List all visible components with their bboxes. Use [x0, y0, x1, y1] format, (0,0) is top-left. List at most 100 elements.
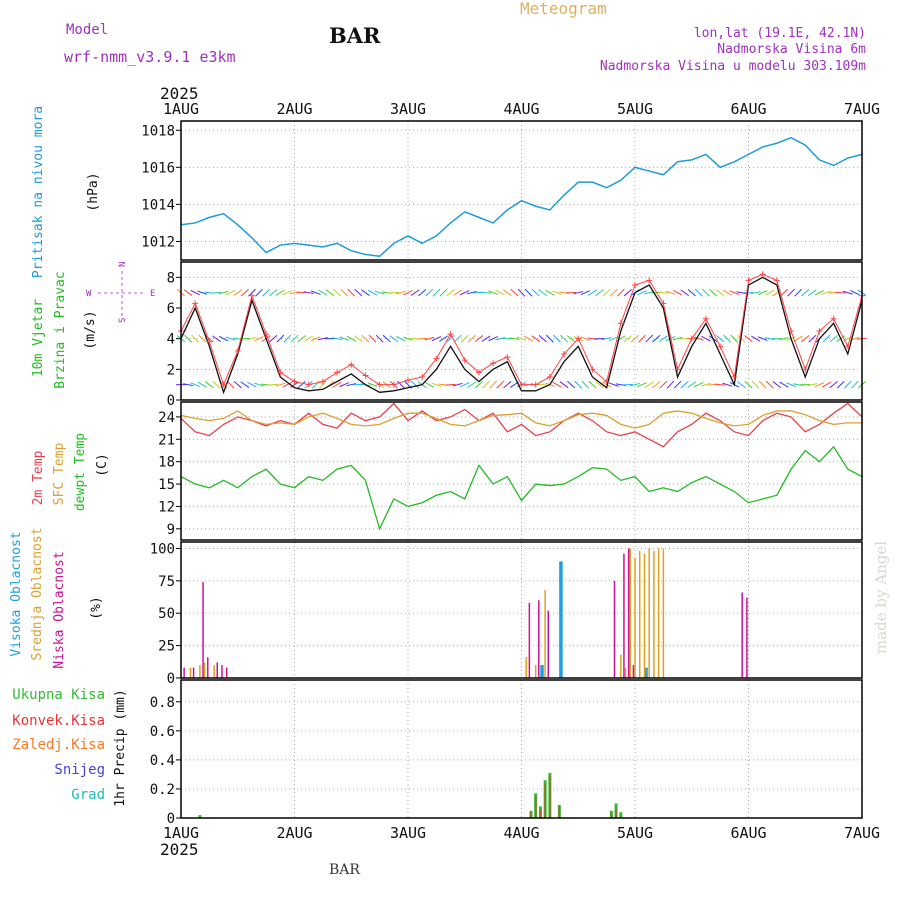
wind-arrow [546, 335, 553, 342]
precip-label-total: Ukupna Kisa [12, 687, 105, 703]
wind-arrow [581, 337, 590, 340]
wind-arrow [830, 335, 837, 342]
model-altitude-label: Nadmorska Visina u modelu 303.109m [600, 59, 866, 74]
y-tick-label: 21 [158, 432, 175, 448]
wind-arrow [511, 289, 518, 296]
wind-arrow [355, 289, 362, 296]
wind-arrow [589, 381, 596, 388]
top-date-tick-label: 6AUG [730, 100, 766, 118]
wind-arrow [730, 291, 739, 295]
temp-line-1 [181, 411, 862, 428]
top-date-tick-label: 7AUG [844, 100, 880, 118]
pressure-label: Pritisak na nivou mora [31, 106, 46, 278]
wind-arrow [488, 291, 497, 294]
y-tick-label: 0.8 [150, 695, 175, 711]
wind-arrow [788, 289, 795, 296]
y-tick-label: 0 [167, 811, 175, 827]
wind-arrow [417, 338, 427, 339]
temp-line-2 [181, 447, 862, 529]
y-tick-label: 25 [158, 639, 175, 655]
wind-arrow [517, 337, 526, 340]
credit-label: made by Angel [872, 541, 890, 654]
wind-arrow [567, 381, 574, 388]
y-tick-label: 18 [158, 455, 175, 471]
wind-arrow [447, 289, 455, 295]
cloud-label-mid: Srednja Oblacnost [30, 527, 45, 660]
top-date-tick-label: 2AUG [276, 100, 312, 118]
wind-arrow [263, 289, 270, 296]
y-tick-label: 75 [158, 574, 175, 590]
wind-arrow [582, 381, 589, 388]
wind-arrow [667, 381, 674, 388]
wind-label-2: Brzina i Pravac [53, 271, 68, 388]
wind-arrow [199, 335, 206, 342]
wind-arrow [759, 381, 766, 388]
wind-arrow [553, 335, 560, 342]
precip-unit: 1hr Precip (mm) [113, 689, 128, 806]
temp-unit: (C) [95, 453, 110, 476]
top-date-tick-label: 4AUG [503, 100, 539, 118]
wind-arrow [311, 291, 320, 295]
wind-arrow [497, 381, 504, 388]
wind-arrow [211, 292, 221, 293]
precip-label-hail: Grad [71, 787, 105, 803]
y-tick-label: 1016 [141, 160, 175, 176]
y-tick-label: 9 [167, 522, 175, 538]
top-date-tick-label: 1AUG [163, 100, 199, 118]
wind-arrow [552, 291, 561, 294]
wind-arrow [368, 383, 377, 387]
model-label: Model [66, 22, 108, 38]
compass-e: E [150, 289, 155, 299]
model-name: wrf-nmm_v3.9.1 e3km [64, 48, 236, 66]
top-date-tick-label: 5AUG [617, 100, 653, 118]
wind-arrow [333, 289, 340, 296]
bottom-date-tick-label: 4AUG [503, 824, 539, 842]
wind-arrow [815, 383, 824, 387]
wind-gust-marker [249, 293, 255, 299]
wind-arrow [369, 335, 376, 342]
wind-arrow [609, 383, 618, 386]
wind-arrow [433, 289, 440, 296]
wind-arrow [766, 381, 773, 388]
y-tick-label: 1018 [141, 123, 175, 139]
wind-arrow [758, 291, 767, 295]
wind-arrow [702, 289, 709, 296]
y-tick-label: 0.6 [150, 724, 175, 740]
wind-arrow [575, 381, 582, 388]
wind-gust-marker [334, 369, 340, 375]
wind-arrow [731, 335, 738, 342]
wind-arrow [339, 337, 348, 341]
y-tick-label: 100 [150, 541, 175, 557]
wind-arrow [268, 384, 278, 385]
wind-arrow [617, 289, 624, 296]
cloud-unit: (%) [89, 596, 104, 619]
wind-gust-marker [320, 379, 326, 385]
precip-label-conv: Konvek.Kisa [12, 713, 105, 729]
y-tick-label: 2 [167, 362, 175, 378]
pressure-unit: (hPa) [86, 172, 101, 211]
y-tick-label: 4 [167, 332, 175, 348]
cloud-label-low: Niska Oblacnost [52, 551, 67, 668]
temp-line-0 [181, 403, 862, 446]
bottom-date-tick-label: 5AUG [617, 824, 653, 842]
altitude-label: Nadmorska Visina 6m [717, 42, 866, 57]
bottom-date-tick-label: 6AUG [730, 824, 766, 842]
wind-arrow [482, 381, 489, 388]
wind-arrow [660, 381, 667, 388]
y-tick-label: 50 [158, 606, 175, 622]
wind-arrow [639, 335, 646, 342]
wind-label-1: 10m Vjetar [31, 299, 46, 377]
wind-arrow [603, 289, 610, 296]
wind-gust-marker [760, 271, 766, 277]
wind-gust-marker [547, 374, 553, 380]
footer-station: BAR [329, 862, 360, 878]
pressure-line [181, 138, 862, 257]
compass-w: W [86, 289, 92, 299]
wind-arrow [503, 381, 511, 387]
